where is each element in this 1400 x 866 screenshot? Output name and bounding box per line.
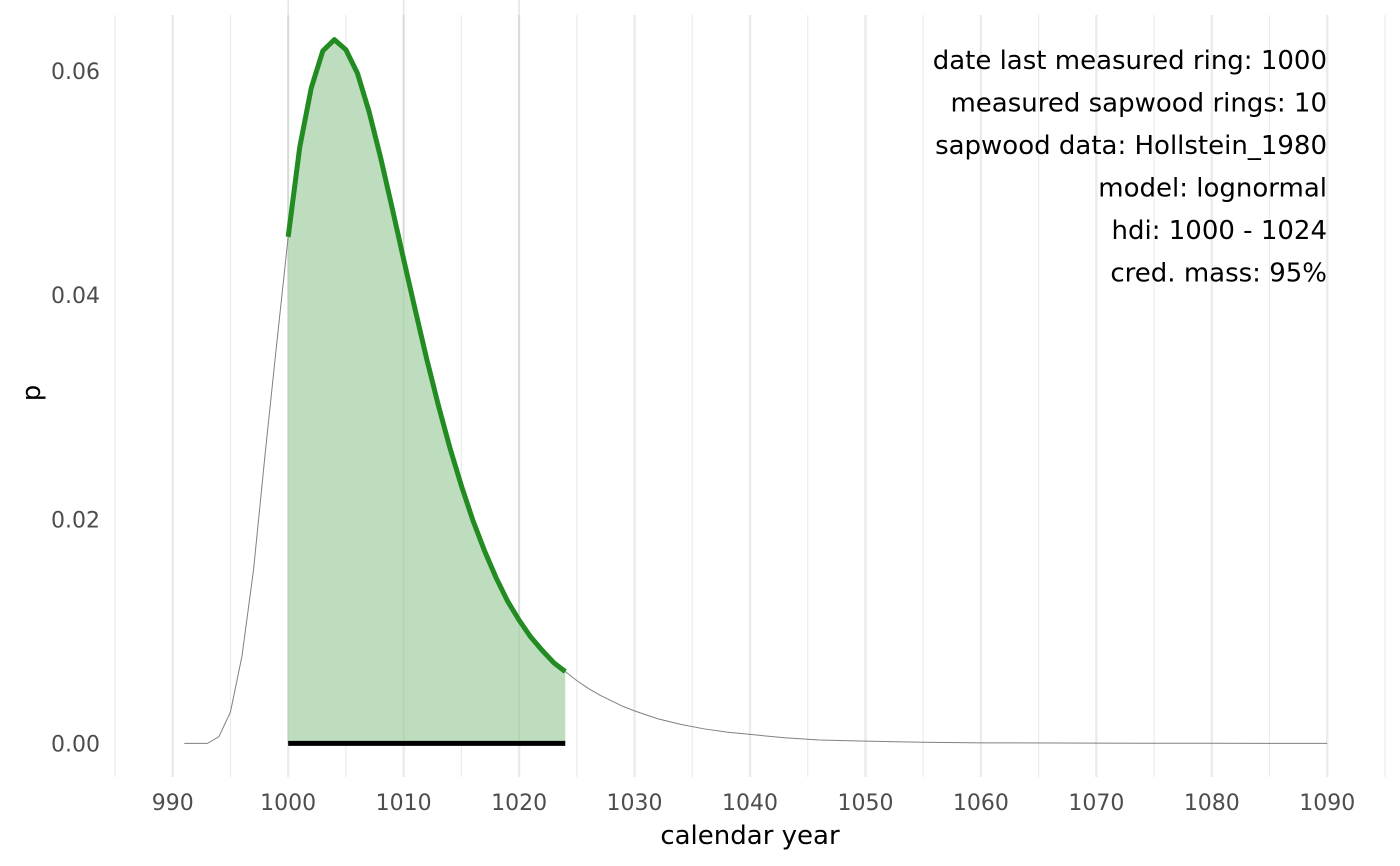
y-axis-title: p xyxy=(17,385,47,402)
y-tick-label: 0.06 xyxy=(51,60,100,85)
x-tick-label: 1010 xyxy=(376,791,432,816)
annotation-line: hdi: 1000 - 1024 xyxy=(1112,216,1327,246)
annotation-line: cred. mass: 95% xyxy=(1110,259,1327,289)
x-tick-label: 1090 xyxy=(1299,791,1355,816)
density-lines-layer xyxy=(184,37,1328,746)
x-tick-label: 990 xyxy=(152,791,194,816)
x-tick-label: 1080 xyxy=(1184,791,1240,816)
x-tick-labels: 990 1000 1010 1020 1030 1040 1050 1060 1070 1080 1… xyxy=(152,791,1356,816)
annotation-block: date last measured ring: 1000 measured sa… xyxy=(933,46,1327,289)
y-tick-label: 0.02 xyxy=(51,508,100,533)
hdi-area-layer xyxy=(287,0,566,744)
x-tick-label: 1000 xyxy=(260,791,316,816)
x-tick-label: 1070 xyxy=(1068,791,1124,816)
y-tick-label: 0.00 xyxy=(51,732,100,757)
annotation-line: model: lognormal xyxy=(1098,174,1327,204)
annotation-line: date last measured ring: 1000 xyxy=(933,46,1327,76)
x-tick-label: 1050 xyxy=(837,791,893,816)
annotation-line: sapwood data: Hollstein_1980 xyxy=(935,131,1327,161)
x-tick-label: 1040 xyxy=(722,791,778,816)
x-axis-title: calendar year xyxy=(660,821,840,851)
annotation-line: measured sapwood rings: 10 xyxy=(950,89,1327,119)
x-tick-label: 1030 xyxy=(607,791,663,816)
y-tick-label: 0.04 xyxy=(51,284,100,309)
x-tick-label: 1060 xyxy=(953,791,1009,816)
hdi-density-line xyxy=(285,37,567,674)
y-tick-labels: 0.00 0.02 0.04 0.06 xyxy=(51,60,100,757)
hdi-area xyxy=(288,39,566,744)
x-tick-label: 1020 xyxy=(491,791,547,816)
